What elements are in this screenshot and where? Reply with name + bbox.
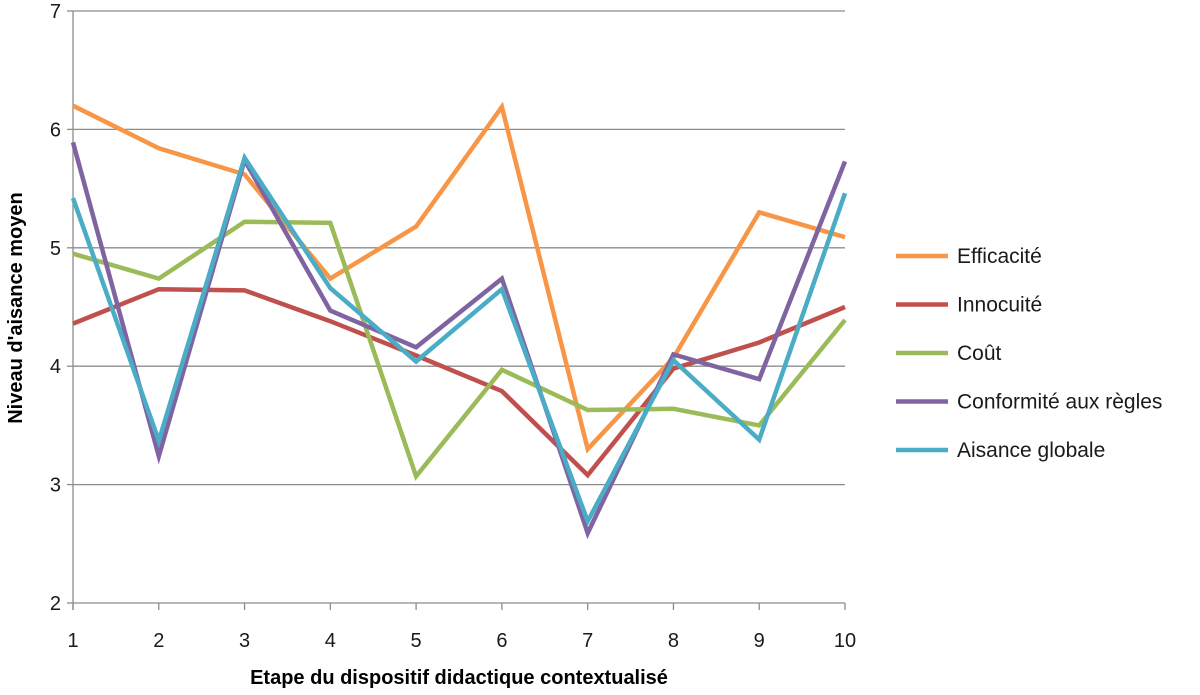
axes xyxy=(67,10,846,610)
legend-item: Conformité aux règles xyxy=(896,391,1162,414)
x-tick-label: 5 xyxy=(411,630,422,652)
legend-item: Coût xyxy=(896,342,1002,365)
series-line-2 xyxy=(72,219,847,481)
legend-item: Innocuité xyxy=(896,294,1042,317)
x-tick-label: 2 xyxy=(153,630,164,652)
y-tick-label: 7 xyxy=(50,1,61,23)
legend-item: Aisance globale xyxy=(896,439,1105,462)
x-tick-label: 3 xyxy=(239,630,250,652)
x-axis-title: Etape du dispositif didactique contextua… xyxy=(250,667,668,689)
legend-label: Aisance globale xyxy=(957,439,1105,462)
legend-item: Efficacité xyxy=(896,245,1042,268)
x-tick-label: 6 xyxy=(496,630,507,652)
y-tick-label: 4 xyxy=(50,356,61,378)
x-tick-label: 10 xyxy=(834,630,856,652)
x-tick-label: 4 xyxy=(325,630,336,652)
y-tick-label: 3 xyxy=(50,475,61,497)
x-tick-label: 9 xyxy=(754,630,765,652)
y-tick-label: 5 xyxy=(50,238,61,260)
series-line-3 xyxy=(70,141,848,540)
series-line-4 xyxy=(70,152,848,527)
series-line-1 xyxy=(72,286,846,479)
series-lines xyxy=(70,101,848,540)
legend: Efficacité Innocuité Coût Conformité aux rè… xyxy=(896,245,1162,462)
legend-label: Coût xyxy=(957,342,1002,365)
legend-label: Conformité aux règles xyxy=(957,391,1162,414)
y-axis-title: Niveau d'aisance moyen xyxy=(5,192,27,424)
series-line-0 xyxy=(71,101,846,454)
legend-label: Innocuité xyxy=(957,294,1042,317)
y-tick-label: 2 xyxy=(50,593,61,615)
x-tick-label: 1 xyxy=(67,630,78,652)
legend-label: Efficacité xyxy=(957,245,1042,268)
x-tick-label: 7 xyxy=(582,630,593,652)
y-tick-label: 6 xyxy=(50,119,61,141)
x-tick-label: 8 xyxy=(668,630,679,652)
